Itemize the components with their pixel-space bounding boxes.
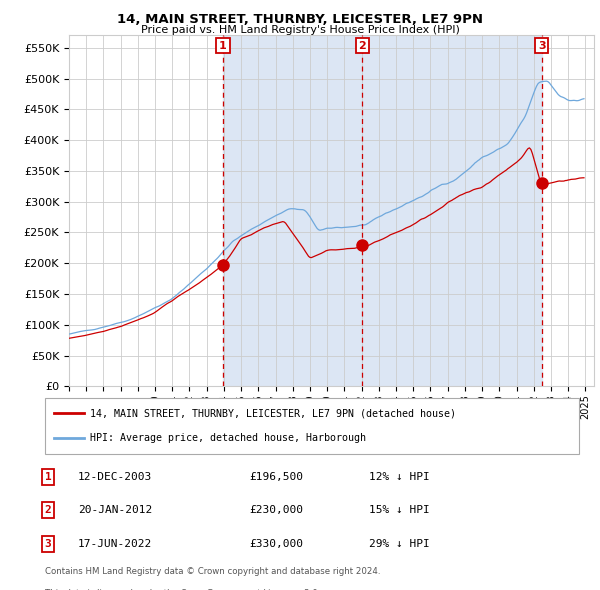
- Text: £196,500: £196,500: [249, 472, 303, 481]
- Text: HPI: Average price, detached house, Harborough: HPI: Average price, detached house, Harb…: [90, 433, 366, 442]
- Text: 14, MAIN STREET, THURNBY, LEICESTER, LE7 9PN (detached house): 14, MAIN STREET, THURNBY, LEICESTER, LE7…: [90, 408, 456, 418]
- Text: 20-JAN-2012: 20-JAN-2012: [78, 506, 152, 515]
- Text: 3: 3: [538, 41, 545, 51]
- Bar: [223, 35, 542, 386]
- Text: 29% ↓ HPI: 29% ↓ HPI: [369, 539, 430, 549]
- Text: 1: 1: [44, 472, 52, 481]
- Text: 2: 2: [44, 506, 52, 515]
- Text: £230,000: £230,000: [249, 506, 303, 515]
- Text: This data is licensed under the Open Government Licence v3.0.: This data is licensed under the Open Gov…: [45, 589, 320, 590]
- Text: 17-JUN-2022: 17-JUN-2022: [78, 539, 152, 549]
- Text: 1: 1: [219, 41, 227, 51]
- Text: 3: 3: [44, 539, 52, 549]
- Text: Contains HM Land Registry data © Crown copyright and database right 2024.: Contains HM Land Registry data © Crown c…: [45, 567, 380, 576]
- Text: 2: 2: [359, 41, 367, 51]
- Text: 15% ↓ HPI: 15% ↓ HPI: [369, 506, 430, 515]
- Text: 14, MAIN STREET, THURNBY, LEICESTER, LE7 9PN: 14, MAIN STREET, THURNBY, LEICESTER, LE7…: [117, 13, 483, 26]
- Text: 12-DEC-2003: 12-DEC-2003: [78, 472, 152, 481]
- Text: Price paid vs. HM Land Registry's House Price Index (HPI): Price paid vs. HM Land Registry's House …: [140, 25, 460, 35]
- Text: £330,000: £330,000: [249, 539, 303, 549]
- Text: 12% ↓ HPI: 12% ↓ HPI: [369, 472, 430, 481]
